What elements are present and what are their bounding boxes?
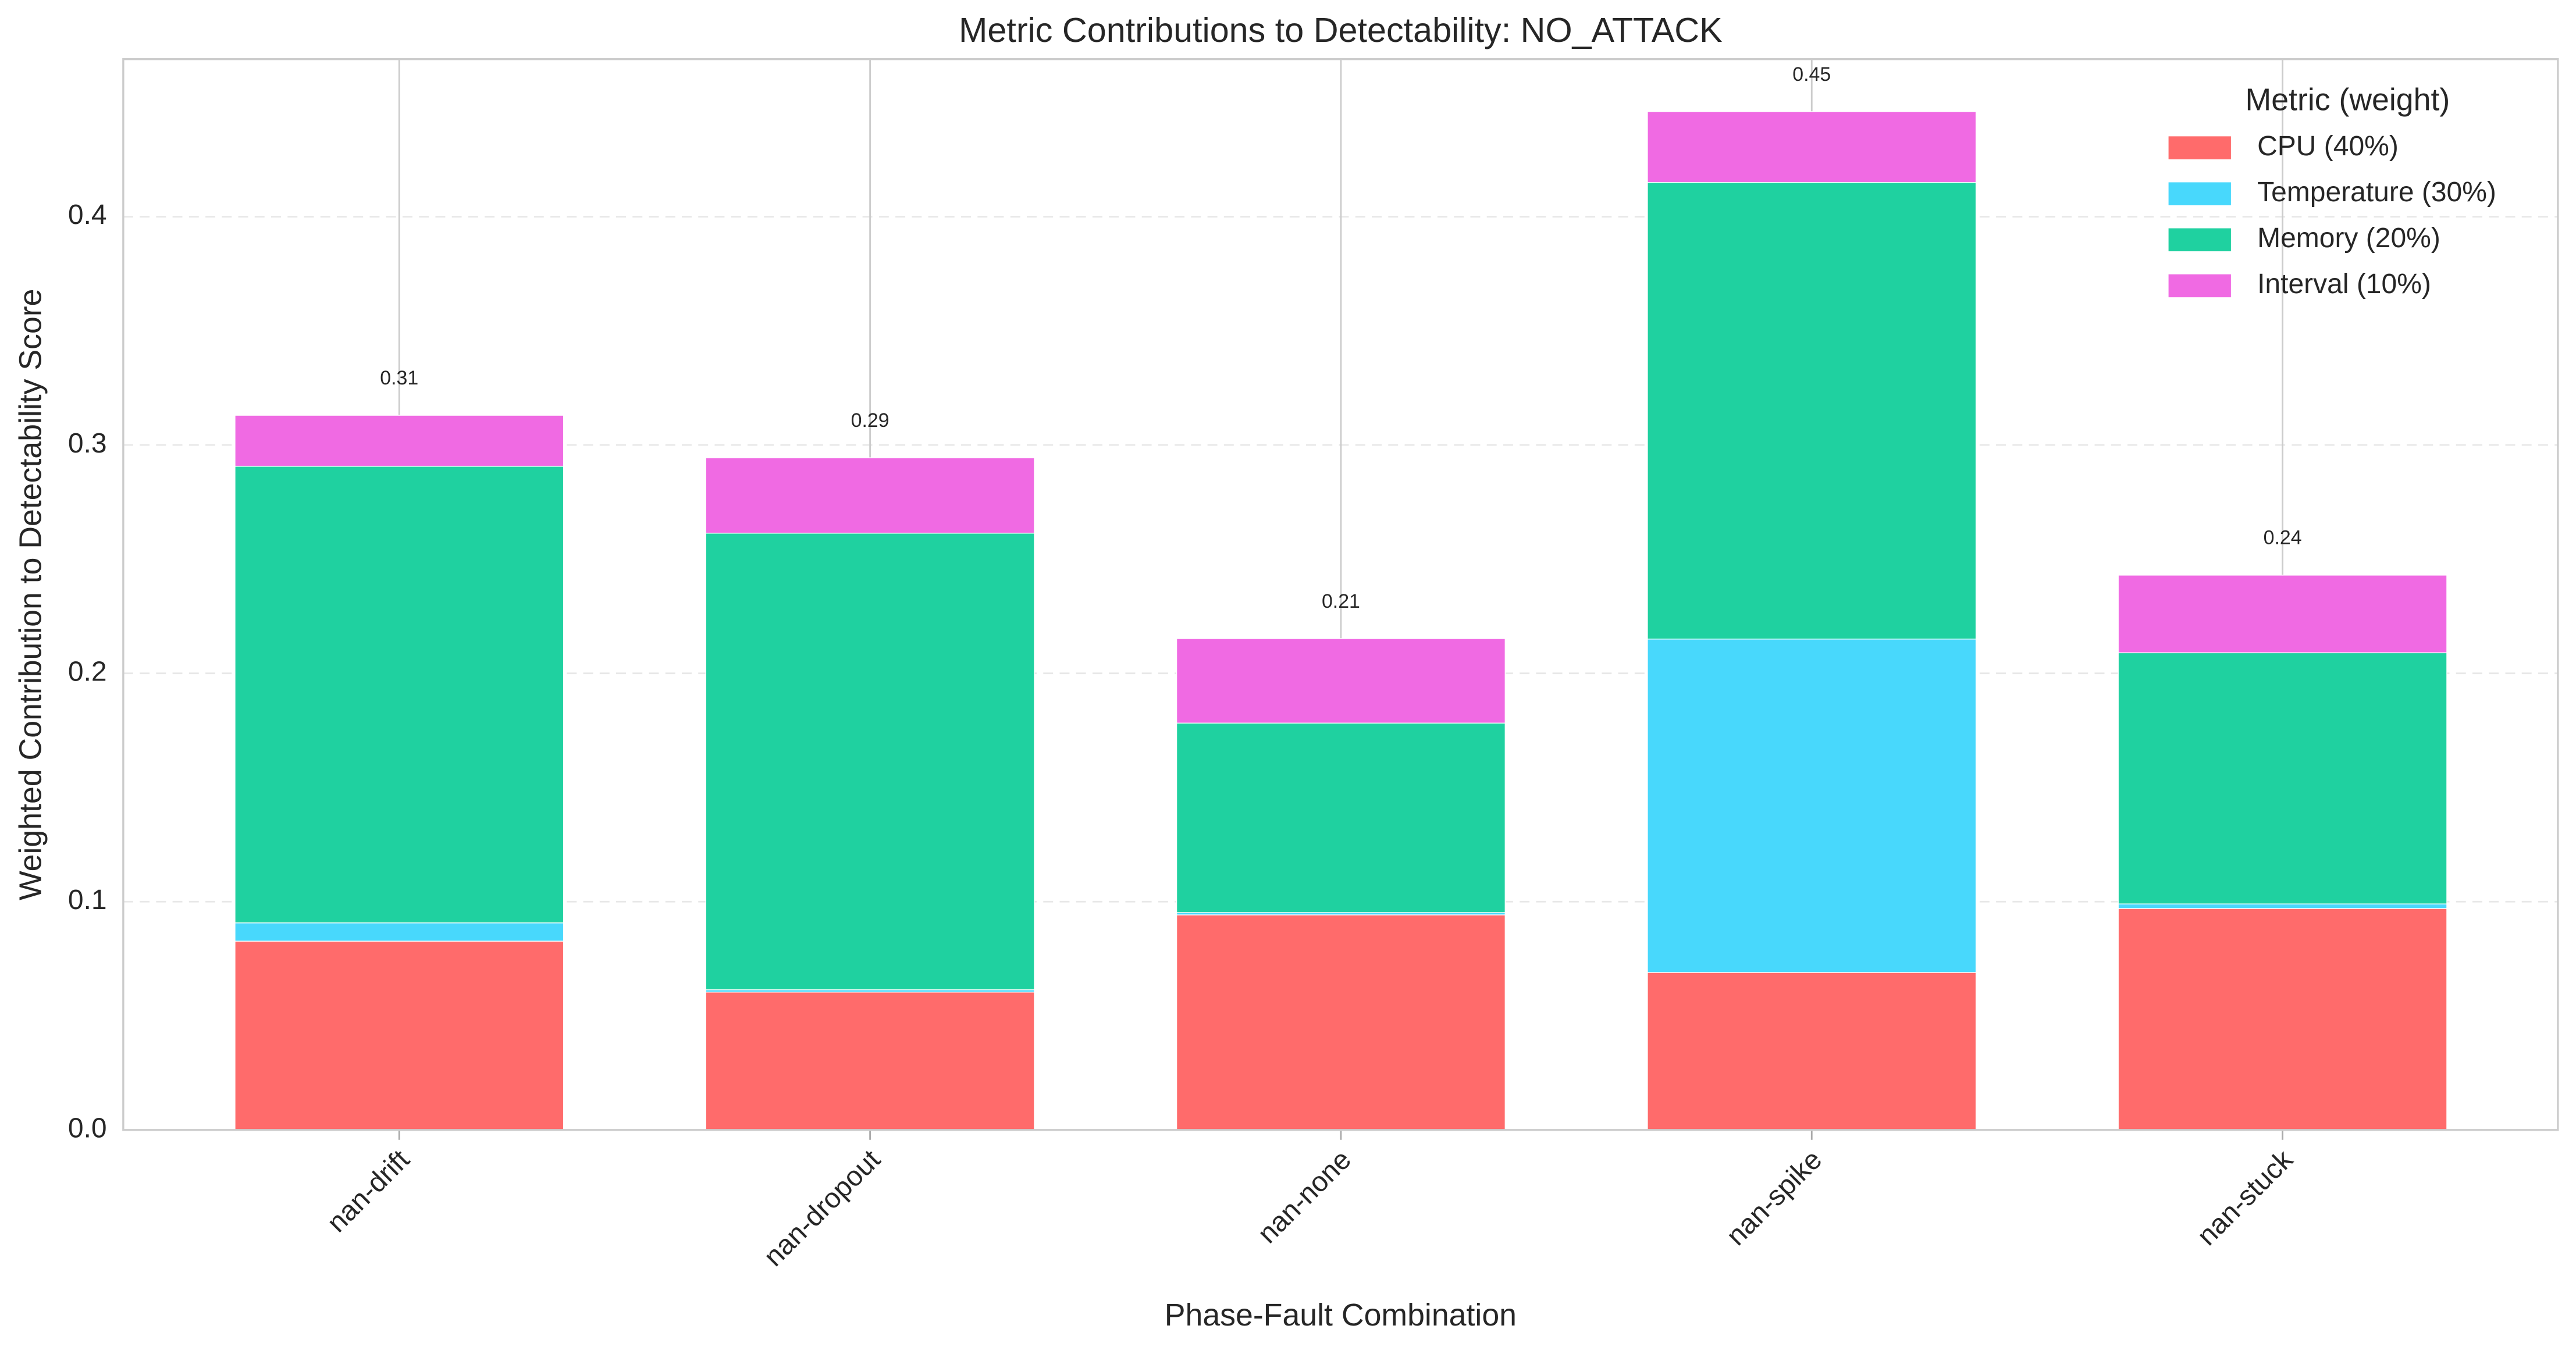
- total-label: 0.21: [1322, 590, 1360, 612]
- plot-frame: [122, 58, 2559, 1131]
- legend-swatch: [2168, 182, 2231, 205]
- y-tick-label: 0.1: [68, 885, 107, 915]
- bar-segment: [1647, 181, 1977, 640]
- bar-segment: [1176, 722, 1506, 913]
- y-tick-label: 0.4: [68, 199, 107, 230]
- bar-segment: [234, 940, 564, 1131]
- bar-segment: [705, 992, 1035, 1131]
- bar-segment: [2118, 903, 2447, 909]
- y-tick-label: 0.2: [68, 656, 107, 687]
- x-tick-label: nan-none: [1252, 1144, 1357, 1249]
- bar-segment: [2118, 652, 2447, 904]
- legend-label: CPU (40%): [2257, 131, 2399, 162]
- x-axis-label: Phase-Fault Combination: [1165, 1298, 1517, 1332]
- bar-segment: [234, 922, 564, 942]
- bar-segment: [234, 465, 564, 924]
- legend-swatch: [2168, 274, 2231, 298]
- bar-segment: [705, 532, 1035, 990]
- bar-segment: [1647, 639, 1977, 973]
- bar-segment: [2118, 575, 2447, 654]
- legend-label: Interval (10%): [2257, 269, 2431, 300]
- total-label: 0.29: [851, 409, 889, 432]
- plot-area: 0.0 0.1 0.2 0.3 0.4 0.31 nan-drift 0.29 nan-drop…: [68, 58, 2559, 1273]
- total-label: 0.45: [1792, 63, 1831, 85]
- bar-segment: [1176, 914, 1506, 1131]
- legend-swatch: [2168, 136, 2231, 159]
- x-tick-label: nan-stuck: [2191, 1144, 2299, 1252]
- legend-label: Temperature (30%): [2257, 177, 2496, 208]
- legend-title: Metric (weight): [2246, 82, 2450, 117]
- bar-segment: [1647, 972, 1977, 1131]
- y-tick-label: 0.3: [68, 428, 107, 459]
- total-label: 0.31: [380, 367, 418, 389]
- bar-segment: [2118, 908, 2447, 1131]
- bar-segment: [1647, 111, 1977, 183]
- bar-segment: [1176, 638, 1506, 724]
- x-tick-label: nan-dropout: [758, 1144, 887, 1273]
- legend-swatch: [2168, 228, 2231, 252]
- bar-segment: [705, 457, 1035, 534]
- x-tick-label: nan-drift: [321, 1144, 415, 1238]
- y-axis-label: Weighted Contribution to Detectability S…: [13, 288, 48, 900]
- total-label: 0.24: [2264, 527, 2302, 549]
- x-tick-label: nan-spike: [1721, 1144, 1828, 1252]
- y-tick-label: 0.0: [68, 1113, 107, 1143]
- bar-segment: [234, 415, 564, 467]
- legend-label: Memory (20%): [2257, 223, 2440, 254]
- chart-title: Metric Contributions to Detectability: N…: [959, 10, 1723, 49]
